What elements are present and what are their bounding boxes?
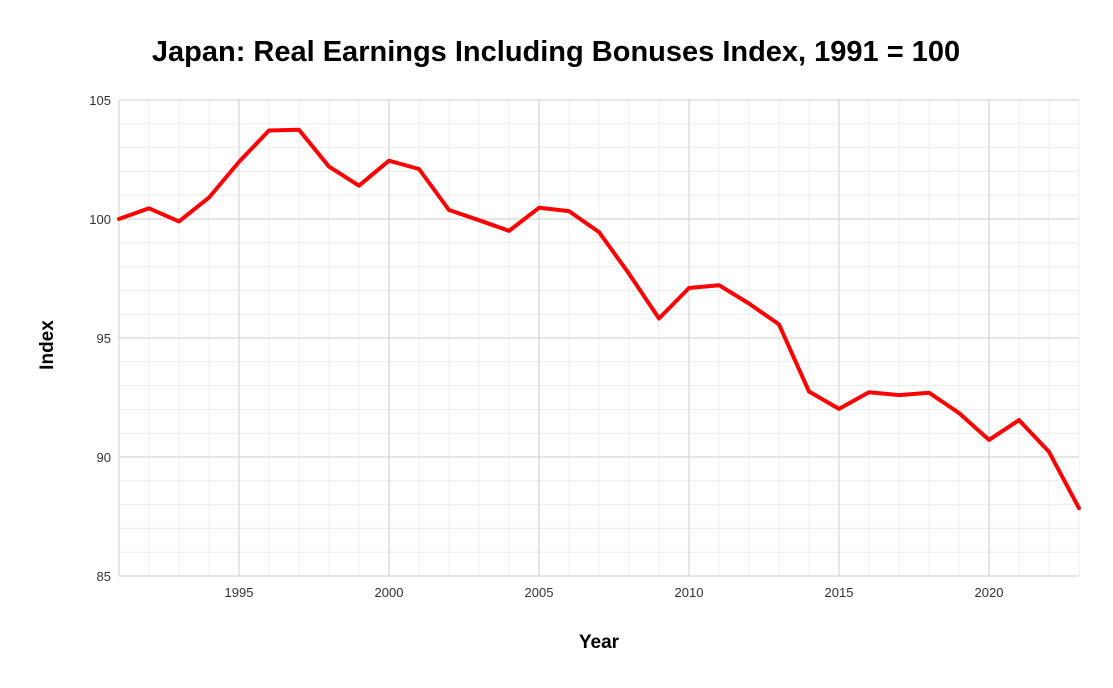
series-line-0: [117, 127, 1081, 511]
series-layer: [117, 127, 1081, 511]
x-axis-label: Year: [579, 632, 620, 653]
x-tick-label: 2010: [675, 585, 704, 600]
x-tick-label: 2020: [975, 585, 1004, 600]
x-tick-label: 2000: [375, 585, 404, 600]
x-tick-label: 2015: [825, 585, 854, 600]
y-tick-label: 90: [97, 450, 111, 465]
y-axis-label: Index: [37, 320, 58, 370]
y-tick-label: 85: [97, 569, 111, 584]
y-tick-label: 95: [97, 331, 111, 346]
chart-title: Japan: Real Earnings Including Bonuses I…: [152, 36, 960, 68]
grid: [118, 99, 1080, 577]
x-tick-label: 2005: [525, 585, 554, 600]
x-tick-label: 1995: [225, 585, 254, 600]
y-tick-label: 105: [89, 93, 111, 108]
y-tick-label: 100: [89, 212, 111, 227]
tick-labels: 1995 2000 2005 2010 2015 2020 85 90 95 100 105: [89, 93, 1003, 600]
